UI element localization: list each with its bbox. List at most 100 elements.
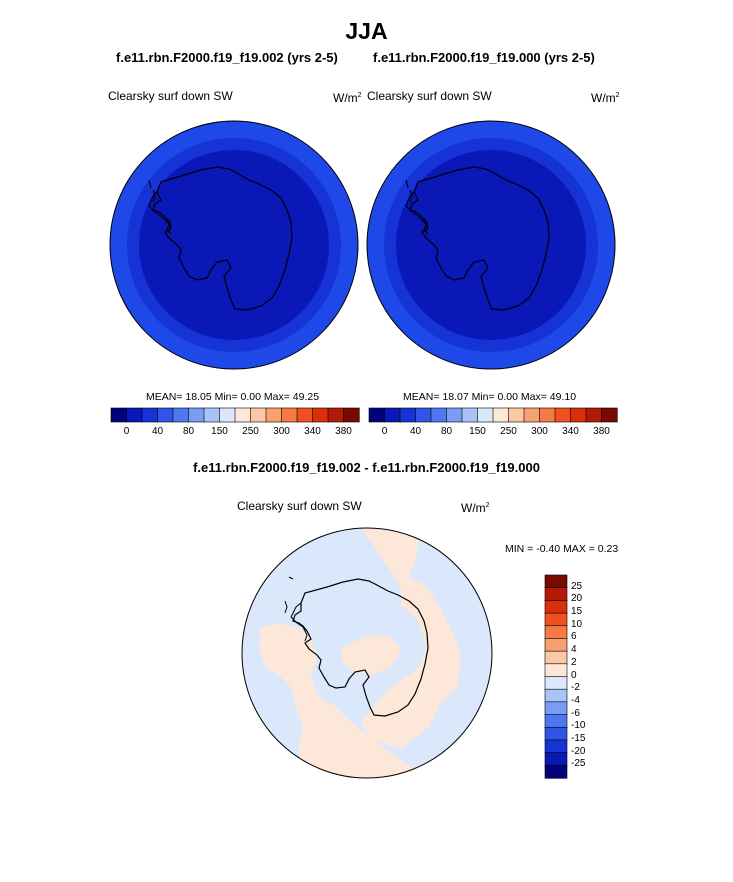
colorbar-box xyxy=(157,407,174,423)
colorbar-tick-label: 250 xyxy=(242,426,259,437)
panel-1-units-label: W/m2 xyxy=(333,91,362,105)
colorbar-box xyxy=(508,407,525,423)
island-coastline xyxy=(148,179,156,203)
colorbar-tick-label: 80 xyxy=(440,426,453,437)
panel-2-colorbar-ticks: 0 40 80 150 250 300 340 380 xyxy=(369,426,617,440)
colorbar-box xyxy=(544,638,568,652)
colorbar-tick-label: 20 xyxy=(571,593,583,605)
colorbar-box xyxy=(554,407,572,423)
colorbar-box xyxy=(544,625,568,640)
colorbar-box xyxy=(544,688,568,703)
panel-2-case-title: f.e11.rbn.F2000.f19_f19.000 (yrs 2-5) xyxy=(373,50,595,65)
colorbar-box xyxy=(544,726,568,741)
diff-colorbar-ticks: 25 20 15 10 6 4 2 0 -2 -4 -6 -10 -15 -20 -25 xyxy=(569,575,609,778)
colorbar-tick-label: 80 xyxy=(182,426,195,437)
colorbar-tick-label: 300 xyxy=(273,426,290,437)
colorbar-box xyxy=(544,587,568,601)
colorbar-tick-label: 340 xyxy=(562,426,579,437)
colorbar-box xyxy=(219,407,236,423)
island-coastline xyxy=(284,576,294,614)
colorbar-box xyxy=(544,650,568,665)
antarctica-coastline xyxy=(292,578,429,717)
colorbar-tick-label: -2 xyxy=(571,682,580,694)
panel-1-variable-label: Clearsky surf down SW xyxy=(108,89,233,103)
inner-region xyxy=(139,150,329,340)
colorbar-tick-label: 0 xyxy=(123,426,130,437)
colorbar-box xyxy=(430,407,448,423)
panel-2-variable-label: Clearsky surf down SW xyxy=(367,89,492,103)
figure-title: JJA xyxy=(345,18,388,44)
colorbar-box xyxy=(544,765,568,779)
colorbar-tick-label: 380 xyxy=(335,426,352,437)
positive-region-west xyxy=(259,623,421,778)
colorbar-tick-label: -4 xyxy=(571,694,580,706)
colorbar-box xyxy=(492,407,510,423)
positive-region-center xyxy=(341,635,401,675)
colorbar-box xyxy=(523,407,541,423)
colorbar-box xyxy=(110,407,128,423)
colorbar-box xyxy=(477,407,494,423)
colorbar-box xyxy=(312,407,329,423)
colorbar-tick-label: 300 xyxy=(531,426,548,437)
peninsula-coastline xyxy=(290,602,308,642)
colorbar-tick-label: 25 xyxy=(571,580,583,592)
diff-polar-map xyxy=(241,527,493,779)
colorbar-tick-label: 4 xyxy=(571,644,577,656)
colorbar-tick-label: -25 xyxy=(571,758,586,770)
colorbar-tick-label: 250 xyxy=(500,426,517,437)
colorbar-box xyxy=(544,701,568,716)
diff-minmax: MIN = -0.40 MAX = 0.23 xyxy=(505,543,619,555)
colorbar-tick-label: 15 xyxy=(571,606,583,618)
colorbar-tick-label: 0 xyxy=(381,426,388,437)
colorbar-box xyxy=(250,407,267,423)
antarctica-coastline xyxy=(152,166,293,311)
colorbar-box xyxy=(544,574,568,589)
colorbar-tick-label: 10 xyxy=(571,618,583,630)
colorbar-tick-label: 0 xyxy=(571,669,577,681)
colorbar-tick-label: 380 xyxy=(593,426,610,437)
colorbar-box xyxy=(585,407,603,423)
colorbar-tick-label: -20 xyxy=(571,745,586,757)
colorbar-tick-label: 6 xyxy=(571,631,577,643)
positive-region-east xyxy=(361,528,461,749)
colorbar-tick-label: 150 xyxy=(469,426,486,437)
colorbar-box xyxy=(544,676,568,690)
colorbar-box xyxy=(327,407,345,423)
colorbar-tick-label: 2 xyxy=(571,656,577,668)
panel-2-colorbar xyxy=(368,407,618,423)
colorbar-box xyxy=(296,407,314,423)
panel-1-polar-map xyxy=(109,120,359,370)
colorbar-box xyxy=(570,407,587,423)
colorbar-box xyxy=(544,663,568,678)
island-coastline xyxy=(405,179,413,203)
colorbar-box xyxy=(539,407,556,423)
colorbar-tick-label: -10 xyxy=(571,720,586,732)
colorbar-box xyxy=(343,407,360,423)
diff-panel-title: f.e11.rbn.F2000.f19_f19.002 - f.e11.rbn.… xyxy=(193,460,540,475)
colorbar-box xyxy=(126,407,143,423)
colorbar-box xyxy=(544,739,568,754)
colorbar-box xyxy=(384,407,401,423)
colorbar-box xyxy=(234,407,252,423)
colorbar-tick-label: -15 xyxy=(571,732,586,744)
colorbar-box xyxy=(601,407,618,423)
peninsula-coastline xyxy=(405,191,429,235)
peninsula-coastline xyxy=(148,191,172,235)
colorbar-box xyxy=(141,407,159,423)
colorbar-box xyxy=(544,752,568,766)
panel-1-stats: MEAN= 18.05 Min= 0.00 Max= 49.25 xyxy=(146,391,320,403)
colorbar-box xyxy=(172,407,190,423)
panel-2-units-label: W/m2 xyxy=(591,91,620,105)
colorbar-box xyxy=(281,407,298,423)
panel-2-stats: MEAN= 18.07 Min= 0.00 Max= 49.10 xyxy=(403,391,577,403)
colorbar-box xyxy=(188,407,205,423)
colorbar-box xyxy=(446,407,463,423)
panel-1-case-title: f.e11.rbn.F2000.f19_f19.002 (yrs 2-5) xyxy=(116,50,338,65)
colorbar-box xyxy=(265,407,283,423)
colorbar-box xyxy=(544,612,568,627)
diff-variable-label: Clearsky surf down SW xyxy=(237,499,362,513)
colorbar-tick-label: 40 xyxy=(409,426,422,437)
antarctica-coastline xyxy=(409,166,550,311)
colorbar-tick-label: 340 xyxy=(304,426,321,437)
colorbar-box xyxy=(368,407,386,423)
